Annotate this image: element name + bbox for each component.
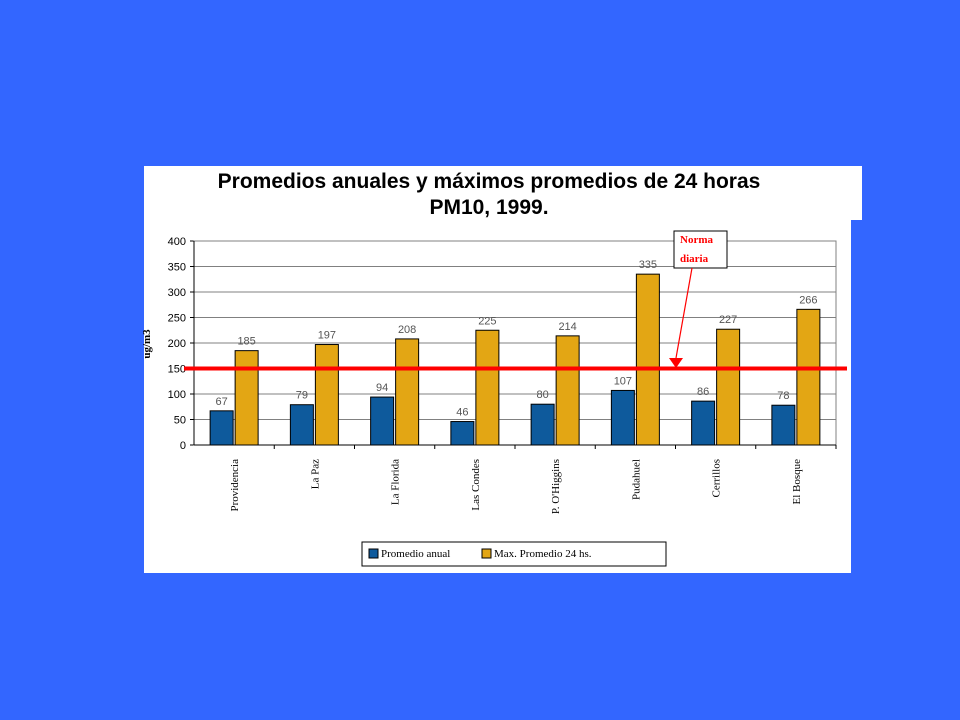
bar-promedio-anual — [771, 404, 796, 446]
chart-title-line-2: PM10, 1999. — [429, 196, 549, 219]
data-label: 266 — [799, 294, 817, 306]
y-tick-label: 50 — [174, 415, 186, 427]
bar-promedio-anual — [691, 400, 716, 446]
y-tick-label: 400 — [168, 236, 186, 248]
annotation-box — [673, 230, 728, 269]
bar-max-24h — [716, 328, 741, 446]
bar-promedio-anual — [530, 403, 555, 446]
data-label: 214 — [558, 321, 576, 333]
category-label: P. O'Higgins — [550, 459, 562, 514]
category-label: Las Condes — [470, 459, 482, 511]
data-label: 80 — [537, 389, 549, 401]
data-label: 67 — [216, 396, 228, 408]
y-tick-label: 250 — [168, 313, 186, 325]
bar-max-24h — [234, 350, 259, 446]
category-label: La Florida — [390, 459, 402, 505]
legend-swatch-promedio-anual — [368, 548, 379, 559]
y-tick-label: 300 — [168, 287, 186, 299]
bar-promedio-anual — [610, 389, 635, 446]
legend-label-max-24h: Max. Promedio 24 hs. — [494, 548, 592, 560]
category-label: Cerrillos — [711, 459, 723, 498]
legend-swatch-max-24h — [481, 548, 492, 559]
legend-label-promedio-anual: Promedio anual — [381, 548, 450, 560]
category-label: Providencia — [229, 459, 241, 512]
data-label: 227 — [719, 314, 737, 326]
category-label: Pudahuel — [630, 459, 642, 500]
bar-max-24h — [395, 338, 420, 446]
data-label: 79 — [296, 390, 308, 402]
y-tick-label: 0 — [180, 440, 186, 452]
data-label: 86 — [697, 386, 709, 398]
data-label: 46 — [456, 407, 468, 419]
category-label: El Bosque — [791, 459, 803, 505]
bar-max-24h — [555, 335, 580, 446]
legend — [361, 541, 667, 567]
chart-title-line-1: Promedios anuales y máximos promedios de… — [217, 170, 761, 193]
bar-max-24h — [475, 329, 500, 446]
data-label: 335 — [639, 259, 657, 271]
bar-promedio-anual — [209, 410, 234, 446]
y-tick-label: 100 — [168, 389, 186, 401]
data-label: 94 — [376, 382, 388, 394]
data-label: 208 — [398, 324, 416, 336]
y-tick-label: 200 — [168, 338, 186, 350]
category-label: La Paz — [309, 459, 321, 489]
annotation-arrowhead — [669, 358, 683, 368]
bar-promedio-anual — [450, 421, 475, 446]
bar-promedio-anual — [370, 396, 395, 446]
data-label: 185 — [237, 336, 255, 348]
annotation-arrow — [675, 267, 693, 359]
bar-promedio-anual — [289, 404, 314, 446]
bar-max-24h — [796, 308, 821, 446]
data-label: 225 — [478, 315, 496, 327]
y-tick-label: 150 — [168, 364, 186, 376]
annotation-text-line-1: Norma — [680, 234, 713, 246]
y-axis-label: ug/m3 — [141, 329, 153, 359]
y-tick-label: 350 — [168, 262, 186, 274]
annotation-text-line-2: diaria — [680, 253, 709, 265]
title-band — [144, 166, 862, 220]
bar-max-24h — [635, 273, 660, 446]
data-label: 78 — [777, 390, 789, 402]
data-label: 197 — [318, 330, 336, 342]
bar-max-24h — [314, 344, 339, 446]
data-label: 107 — [614, 375, 632, 387]
